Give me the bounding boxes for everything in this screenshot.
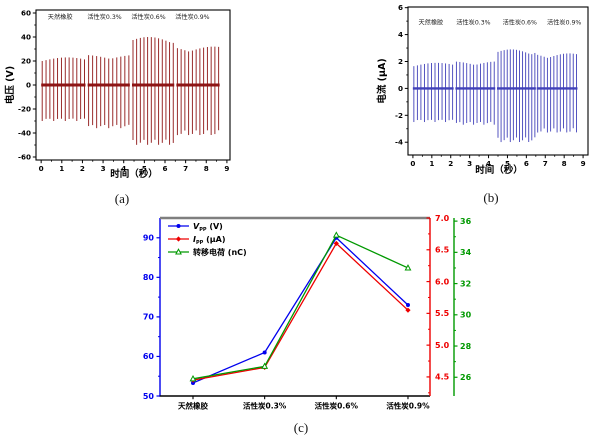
- svg-text:电压 (V): 电压 (V): [4, 66, 16, 104]
- svg-text:2: 2: [448, 159, 453, 168]
- svg-text:50: 50: [143, 392, 155, 401]
- svg-text:0: 0: [398, 84, 403, 93]
- svg-text:电流 (μA): 电流 (μA): [376, 58, 388, 103]
- svg-text:时间（秒）: 时间（秒）: [475, 164, 523, 176]
- svg-text:8: 8: [562, 159, 567, 168]
- svg-text:2: 2: [398, 57, 403, 66]
- svg-text:3: 3: [101, 164, 106, 173]
- svg-text:7.0: 7.0: [435, 214, 450, 223]
- svg-text:40: 40: [21, 33, 31, 42]
- svg-text:5: 5: [142, 164, 147, 173]
- svg-text:5.5: 5.5: [435, 309, 450, 318]
- svg-text:6.0: 6.0: [435, 277, 450, 286]
- panel-label-a: (a): [114, 191, 130, 206]
- svg-text:天然橡胶: 天然橡胶: [419, 18, 444, 26]
- svg-text:活性炭0.3%: 活性炭0.3%: [456, 18, 490, 26]
- svg-text:1: 1: [429, 159, 434, 168]
- svg-text:60: 60: [21, 9, 31, 18]
- panel-label-c: (c): [293, 420, 309, 435]
- svg-text:0: 0: [26, 81, 31, 90]
- svg-text:4: 4: [486, 159, 491, 168]
- svg-text:4.5: 4.5: [435, 373, 450, 382]
- svg-text:活性炭0.3%: 活性炭0.3%: [87, 13, 121, 21]
- svg-text:-60: -60: [18, 153, 31, 162]
- svg-text:32: 32: [460, 279, 471, 288]
- svg-text:活性炭0.6%: 活性炭0.6%: [315, 401, 359, 411]
- svg-text:-20: -20: [18, 105, 31, 114]
- svg-text:活性炭0.9%: 活性炭0.9%: [547, 18, 581, 26]
- svg-text:9: 9: [224, 164, 229, 173]
- svg-text:7: 7: [543, 159, 548, 168]
- svg-text:90: 90: [143, 234, 155, 243]
- svg-text:6.5: 6.5: [435, 246, 450, 255]
- svg-text:0: 0: [410, 159, 415, 168]
- current-time-chart: 0 1 2 3 4 5 6 7 8 9 -4 -2 0 2 4 6 天然橡胶 活性炭0.3% 活性炭0.6% 活性炭0…: [376, 3, 589, 176]
- svg-text:VPP (V): VPP (V): [193, 222, 223, 233]
- svg-text:活性炭0.9%: 活性炭0.9%: [175, 13, 209, 21]
- svg-text:-40: -40: [18, 129, 31, 138]
- svg-text:IPP (μA): IPP (μA): [193, 235, 226, 246]
- svg-text:60: 60: [143, 352, 155, 361]
- svg-text:34: 34: [460, 248, 472, 257]
- svg-text:活性炭0.6%: 活性炭0.6%: [131, 13, 165, 21]
- svg-text:-2: -2: [395, 111, 403, 120]
- svg-text:0: 0: [39, 164, 44, 173]
- svg-text:6: 6: [398, 3, 403, 12]
- svg-text:活性炭0.6%: 活性炭0.6%: [503, 18, 537, 26]
- svg-text:7: 7: [183, 164, 188, 173]
- svg-text:28: 28: [460, 342, 472, 351]
- svg-text:36: 36: [460, 217, 472, 226]
- svg-text:8: 8: [204, 164, 209, 173]
- summary-line-chart: 50 60 70 80 90 4.5 5.0 5.5 6.0 6.5 7.0 26 28 30 32 34 36…: [143, 214, 472, 411]
- voltage-time-chart: 0 1 2 3 4 5 6 7 8 9 -60 -40 -20 0 20 40 60 天然橡胶 活性炭0.3% 活性炭…: [4, 9, 231, 180]
- svg-text:天然橡胶: 天然橡胶: [178, 401, 208, 411]
- svg-text:1: 1: [59, 164, 64, 173]
- svg-text:30: 30: [460, 311, 472, 320]
- svg-text:6: 6: [162, 164, 167, 173]
- svg-text:转移电荷 (nC): 转移电荷 (nC): [193, 247, 247, 257]
- svg-text:4: 4: [398, 30, 403, 39]
- svg-text:5.0: 5.0: [435, 341, 450, 350]
- svg-text:活性炭0.9%: 活性炭0.9%: [386, 401, 430, 411]
- svg-text:2: 2: [80, 164, 85, 173]
- panel-label-b: (b): [483, 190, 499, 205]
- svg-text:5: 5: [505, 159, 510, 168]
- svg-text:3: 3: [467, 159, 472, 168]
- svg-text:-4: -4: [395, 138, 403, 147]
- svg-text:活性炭0.3%: 活性炭0.3%: [243, 401, 287, 411]
- svg-text:9: 9: [581, 159, 586, 168]
- svg-text:26: 26: [460, 373, 472, 382]
- svg-text:时间（秒）: 时间（秒）: [110, 168, 158, 180]
- svg-text:6: 6: [524, 159, 529, 168]
- svg-text:天然橡胶: 天然橡胶: [48, 13, 73, 21]
- svg-text:80: 80: [143, 273, 155, 282]
- svg-text:20: 20: [21, 57, 31, 66]
- svg-text:4: 4: [121, 164, 126, 173]
- svg-text:70: 70: [143, 313, 155, 322]
